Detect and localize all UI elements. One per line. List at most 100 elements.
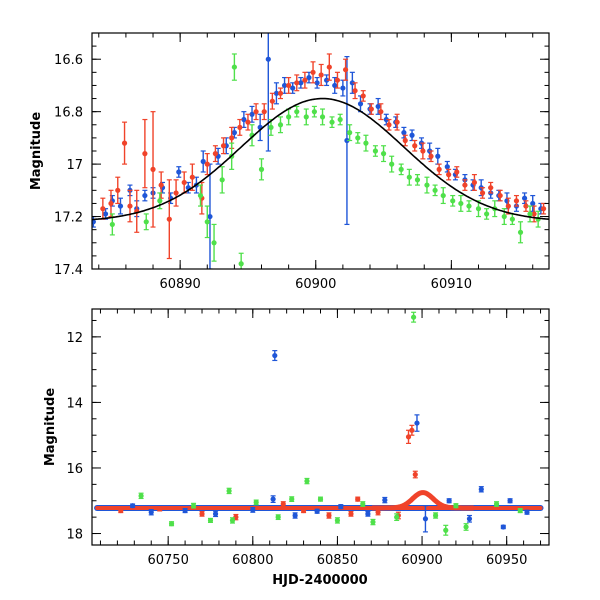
top-blue-marker [409,132,415,138]
top-green-point [406,168,412,186]
top-green-point [204,205,210,239]
top-red-point [181,171,187,194]
bottom-blue-marker [314,508,320,514]
top-red-point [310,61,316,84]
top-green-point [347,124,353,142]
bottom-y-axis-label: Magnitude [43,388,58,467]
top-blue-marker [281,82,288,89]
bottom-red-point [375,509,381,516]
top-red-marker [220,143,227,149]
top-green-marker [398,166,404,172]
top-red-point [462,179,468,191]
top-red-point [342,58,349,81]
top-red-point [134,189,140,233]
top-green-point [355,132,361,144]
bottom-blue-marker [272,352,278,359]
top-red-point [127,189,133,223]
top-blue-point [521,192,528,205]
top-green-marker [143,219,149,225]
top-xtick-label: 60910 [431,277,472,292]
top-green-point [211,223,217,262]
top-blue-point [142,189,148,202]
top-green-marker [238,261,244,267]
bottom-blue-point [466,514,473,523]
top-green-marker [372,148,379,154]
bottom-green-point [253,499,259,506]
top-green-point [363,134,369,152]
bottom-blue-marker [446,498,452,504]
top-green-marker [268,124,274,130]
bottom-green-point [410,311,417,323]
top-red-marker [402,137,408,144]
top-blue-point [265,33,271,152]
top-red-point [386,118,392,131]
top-ytick-label: 17.4 [54,263,83,278]
top-blue-marker [142,192,148,199]
top-green-point [337,113,343,126]
top-green-marker [231,64,237,70]
bottom-green-point [394,513,400,522]
bottom-x-axis-label: HJD-2400000 [272,573,367,588]
bottom-red-marker [409,427,415,433]
top-red-point [471,174,478,191]
bottom-green-point [304,477,310,485]
top-blue-point [200,150,206,173]
top-red-point [115,176,121,205]
bottom-red-marker [233,514,239,520]
bottom-blue-point [270,495,276,503]
bottom-blue-point [478,486,484,493]
top-red-point [326,53,332,81]
top-blue-marker [435,153,441,159]
top-green-point [484,208,490,220]
top-red-point [237,118,243,136]
top-green-marker [450,198,456,204]
top-blue-marker [92,219,96,225]
top-red-point [479,187,486,199]
top-red-point [150,111,156,228]
top-green-marker [414,177,421,183]
top-red-marker [352,88,358,94]
top-red-marker [428,153,434,159]
top-red-marker [310,69,316,75]
bottom-blue-marker [148,509,154,515]
top-red-marker [471,179,478,186]
bottom-red-point [412,470,418,479]
top-red-marker [412,143,418,149]
panel-bottom-light-curve-full: 60750 60800 60850 60900 60950 12 14 16 18 Magnit… [43,308,550,588]
top-green-marker [109,221,115,228]
bottom-red-point [355,496,361,502]
top-green-point [414,174,421,186]
top-xtick-label: 60900 [295,277,336,292]
bottom-green-marker [304,478,310,484]
top-blue-marker [530,200,536,207]
top-red-marker [523,203,529,209]
top-green-marker [424,182,430,188]
top-green-marker [319,114,326,120]
bottom-red-marker [375,509,381,515]
bottom-green-marker [226,488,232,494]
top-green-marker [311,109,317,115]
top-red-point [142,118,148,189]
top-red-marker [294,80,300,86]
bottom-green-marker [317,496,324,502]
bottom-blue-marker [382,497,388,503]
bottom-green-point [138,492,144,500]
bottom-xtick-label: 60950 [486,553,527,568]
top-green-point [197,184,204,207]
top-red-marker [386,122,392,128]
bottom-green-point [334,517,341,524]
top-red-marker [121,140,128,146]
bottom-red-point [326,512,332,519]
top-green-point [238,252,244,269]
top-green-point [157,192,163,210]
bottom-red-marker [118,507,124,514]
bottom-green-point [463,523,469,531]
top-green-marker [406,174,412,180]
bottom-green-marker [517,507,523,514]
bottom-blue-point [182,507,188,514]
bottom-blue-point [500,524,506,530]
top-red-marker [302,77,308,83]
bottom-blue-point [382,496,388,504]
top-blue-point [314,76,320,89]
top-green-marker [380,151,387,157]
